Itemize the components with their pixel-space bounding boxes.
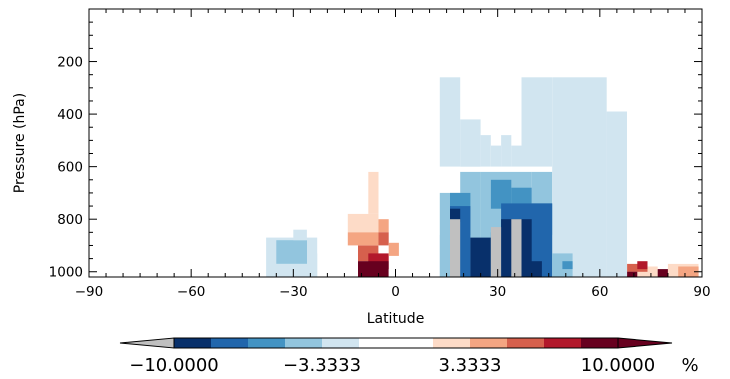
colorbar-swatch: [322, 338, 360, 348]
y-tick-label: 800: [57, 212, 83, 228]
colorbar-swatch: [285, 338, 323, 348]
colorbar-under-arrow: [119, 337, 175, 349]
colorbar-swatch: [581, 338, 619, 348]
x-tick-label: −60: [177, 284, 206, 300]
heatmap-cell-18: [501, 135, 512, 167]
colorbar-tick-label: −3.3333: [283, 355, 361, 376]
heatmap-cell-12: [358, 261, 389, 277]
heatmap-cell-16: [480, 135, 491, 167]
heatmap-cell-14: [439, 77, 461, 167]
heatmap-cell-7: [378, 219, 389, 233]
heatmap-cell-35: [470, 237, 491, 277]
colorbar-swatch: [396, 338, 434, 348]
heatmap-cell-9: [378, 232, 389, 246]
colorbar-unit-label: %: [681, 355, 698, 376]
heatmap-cell-48: [678, 266, 699, 277]
x-tick-label: 0: [391, 284, 400, 300]
colorbar-swatch: [359, 338, 397, 348]
colorbar-swatch: [470, 338, 508, 348]
heatmap-cell-20: [521, 77, 553, 167]
heatmap-cell-49: [627, 271, 638, 277]
heatmap-cell-6: [347, 232, 379, 246]
colorbar: −10.0000 −3.3333 3.3333 10.0000: [119, 337, 673, 376]
heatmap-cell-3: [307, 253, 318, 277]
colorbar-frame: [173, 337, 619, 349]
heatmap-cell-22: [606, 111, 627, 277]
x-tick-label: 30: [489, 284, 506, 300]
heatmap-cell-39: [490, 227, 502, 277]
heatmap-cell-28: [490, 179, 512, 209]
y-tick-label: 1000: [49, 265, 83, 281]
colorbar-swatch: [507, 338, 545, 348]
heatmap-cells: [266, 77, 699, 277]
colorbar-swatch: [248, 338, 286, 348]
heatmap-cell-17: [490, 145, 502, 167]
heatmap-cell-15: [460, 119, 481, 167]
heatmap-cell-42: [562, 261, 573, 270]
y-tick-label: 400: [57, 107, 83, 123]
colorbar-over-arrow: [617, 337, 673, 349]
x-tick-label: 90: [693, 284, 710, 300]
y-axis: 200 400 600 800 1000: [49, 21, 702, 281]
colorbar-tick-label: 10.0000: [581, 355, 655, 376]
heatmap-cell-5: [368, 171, 379, 214]
y-axis-title: Pressure (hPa): [12, 93, 28, 193]
heatmap-cell-47: [637, 261, 648, 270]
heatmap-cell-38: [450, 219, 461, 277]
x-axis-title: Latitude: [367, 311, 425, 327]
y-tick-label: 200: [57, 55, 83, 71]
x-tick-label: −90: [75, 284, 104, 300]
heatmap-cell-43: [596, 261, 607, 277]
heatmap-cell-37: [450, 208, 461, 222]
x-axis: −90 −60 −30 0 30 60 90: [75, 9, 711, 300]
colorbar-swatch: [544, 338, 582, 348]
colorbar-swatch: [211, 338, 249, 348]
colorbar-tick-label: −10.0000: [129, 355, 219, 376]
heatmap-cell-1: [276, 240, 307, 264]
y-tick-label: 600: [57, 160, 83, 176]
heatmap-cell-50: [657, 269, 668, 277]
colorbar-swatch: [174, 338, 212, 348]
heatmap-cell-21: [552, 77, 607, 277]
heatmap-cell-11: [388, 242, 399, 256]
heatmap-cell-2: [293, 229, 307, 241]
colorbar-swatch: [433, 338, 471, 348]
x-tick-label: 60: [591, 284, 608, 300]
heatmap-cell-19: [511, 145, 522, 167]
colorbar-tick-label: 3.3333: [439, 355, 502, 376]
x-tick-label: −30: [279, 284, 308, 300]
heatmap-cell-40: [511, 219, 522, 277]
heatmap-cell-4: [347, 213, 379, 233]
